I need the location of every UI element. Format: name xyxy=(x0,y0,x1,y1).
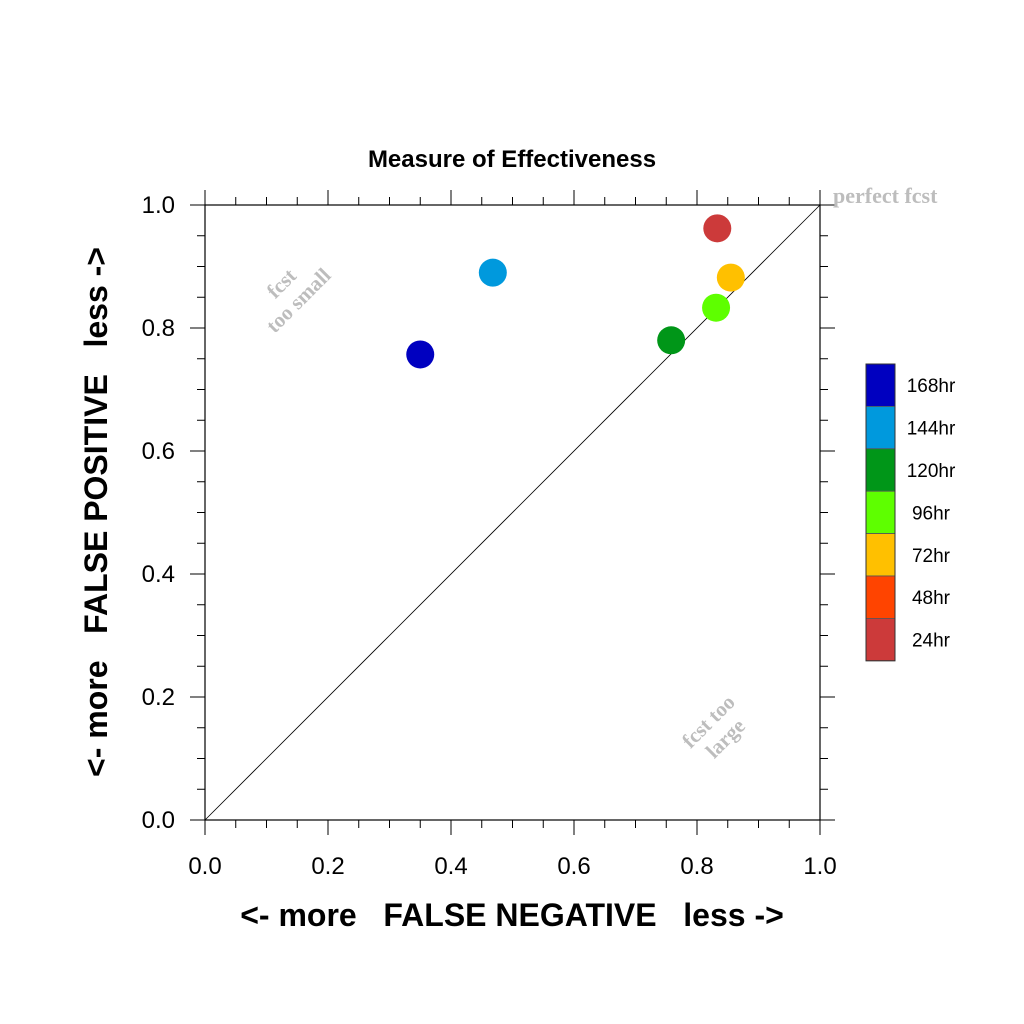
annotation-perfect-fcst: perfect fcst xyxy=(833,183,938,208)
x-tick-label: 0.2 xyxy=(311,853,344,880)
legend-swatch-72hr xyxy=(865,533,896,577)
data-points xyxy=(406,214,745,369)
annotation-fcst-too-large: fcst too large xyxy=(677,690,750,763)
y-tick-label: 0.8 xyxy=(142,315,175,342)
legend-label-48hr: 48hr xyxy=(912,588,951,609)
point-96hr xyxy=(702,293,731,322)
legend-swatch-48hr xyxy=(865,575,896,619)
x-tick-label: 0.4 xyxy=(434,853,467,880)
point-144hr xyxy=(478,258,507,287)
y-tick-label: 0.6 xyxy=(142,438,175,465)
point-168hr xyxy=(406,340,435,369)
y-tick-label: 0.4 xyxy=(142,561,175,588)
axis-ticks xyxy=(190,190,835,835)
chart-title: Measure of Effectiveness xyxy=(368,146,656,173)
y-tick-label: 0.2 xyxy=(142,684,175,711)
y-tick-label: 0.0 xyxy=(142,807,175,834)
legend-swatch-144hr xyxy=(865,405,896,450)
annotation-fcst-too-small: fcst too small xyxy=(261,263,335,337)
point-120hr xyxy=(657,326,686,355)
legend: 168hr 144hr 120hr 96hr 72hr 48hr 24hr xyxy=(865,363,956,662)
plot-frame xyxy=(204,204,821,821)
x-tick-label: 1.0 xyxy=(803,853,836,880)
legend-label-144hr: 144hr xyxy=(907,419,956,440)
legend-swatch-120hr xyxy=(865,448,896,492)
y-tick-labels: 0.0 0.2 0.4 0.6 0.8 1.0 xyxy=(142,192,175,834)
legend-swatch-168hr xyxy=(865,363,896,407)
x-tick-label: 0.8 xyxy=(680,853,713,880)
x-axis-label: <- more FALSE NEGATIVE less -> xyxy=(240,897,784,933)
legend-label-168hr: 168hr xyxy=(907,376,956,397)
x-tick-label: 0.6 xyxy=(557,853,590,880)
legend-label-72hr: 72hr xyxy=(912,546,951,567)
x-tick-labels: 0.0 0.2 0.4 0.6 0.8 1.0 xyxy=(188,853,836,880)
legend-label-120hr: 120hr xyxy=(907,461,956,482)
y-tick-label: 1.0 xyxy=(142,192,175,219)
point-24hr xyxy=(703,214,732,243)
x-tick-label: 0.0 xyxy=(188,853,221,880)
legend-label-96hr: 96hr xyxy=(912,503,951,524)
legend-swatch-96hr xyxy=(865,490,896,535)
point-72hr xyxy=(716,263,745,292)
legend-frame xyxy=(865,363,896,662)
y-axis-label: <- more FALSE POSITIVE less -> xyxy=(78,247,114,777)
legend-label-24hr: 24hr xyxy=(912,631,951,652)
legend-swatch-24hr xyxy=(865,618,896,662)
